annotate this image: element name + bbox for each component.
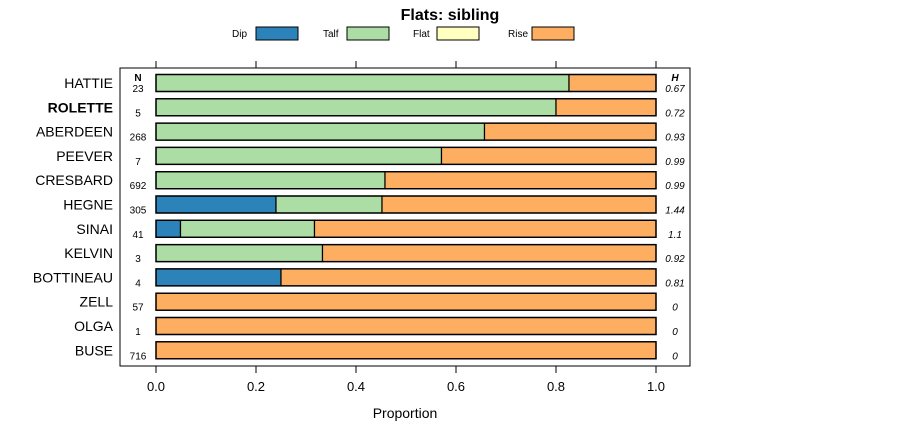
- bar-buse-rise: [155, 341, 657, 360]
- row-label-rolette: ROLETTE: [48, 99, 113, 115]
- n-value-bottineau: 4: [135, 278, 141, 289]
- bar-hegne-talf: [275, 195, 383, 214]
- x-tick-label-0: 0.0: [147, 379, 165, 394]
- row-label-kelvin: KELVIN: [64, 245, 113, 261]
- n-value-buse: 716: [130, 351, 147, 362]
- legend-swatch-rise: [531, 26, 575, 41]
- x-axis-label: Proportion: [373, 405, 438, 421]
- bar-outline-hattie: [155, 73, 657, 93]
- row-label-buse: BUSE: [75, 342, 113, 358]
- bar-cresbard-rise: [384, 171, 657, 190]
- x-tick-label-4: 0.8: [547, 379, 565, 394]
- legend-swatch-dip: [255, 26, 299, 41]
- bars: [155, 73, 657, 360]
- x-tick-label-2: 0.4: [347, 379, 365, 394]
- h-value-zell: 0: [672, 303, 678, 314]
- legend-swatch-talf: [346, 26, 390, 41]
- h-value-aberdeen: 0.93: [665, 133, 685, 144]
- bar-hattie-talf: [155, 73, 570, 93]
- x-tick-label-1: 0.2: [247, 379, 265, 394]
- bar-peever-rise: [440, 146, 657, 165]
- legend-label-rise: Rise: [508, 29, 528, 40]
- h-value-rolette: 0.72: [665, 108, 685, 119]
- legend-swatch-flat: [436, 26, 480, 41]
- row-label-bottineau: BOTTINEAU: [33, 269, 113, 285]
- bar-outline-rolette: [155, 98, 657, 117]
- bar-cresbard-talf: [155, 171, 386, 190]
- n-value-peever: 7: [135, 157, 141, 168]
- n-value-cresbard: 692: [130, 181, 147, 192]
- legend-label-flat: Flat: [413, 29, 430, 40]
- bar-sinai-rise: [313, 219, 657, 238]
- bar-bottineau-dip: [155, 268, 282, 287]
- bar-rolette-talf: [155, 98, 557, 117]
- bar-hegne-dip: [155, 195, 277, 214]
- bar-hegne-rise: [381, 195, 657, 214]
- bar-aberdeen-rise: [483, 122, 657, 141]
- bar-zell-rise: [155, 292, 657, 311]
- row-labels: HATTIE 23 0.67 ROLETTE 5 0.72 ABERDEEN 268 0.93 P…: [33, 75, 685, 362]
- h-value-cresbard: 0.99: [665, 181, 685, 192]
- bar-aberdeen-talf: [155, 122, 486, 141]
- h-value-buse: 0: [672, 351, 678, 362]
- h-value-sinai: 1.1: [668, 230, 682, 241]
- row-label-aberdeen: ABERDEEN: [36, 124, 113, 140]
- bar-peever-talf: [155, 146, 443, 165]
- bar-outline-sinai: [155, 219, 657, 239]
- bar-outline-cresbard: [155, 170, 657, 190]
- bar-bottineau-rise: [280, 268, 657, 287]
- n-value-kelvin: 3: [135, 254, 141, 265]
- x-tick-label-5: 1.0: [647, 379, 665, 394]
- h-value-olga: 0: [672, 327, 678, 338]
- bar-outline-zell: [155, 292, 657, 311]
- bar-kelvin-talf: [155, 244, 324, 263]
- chart-title: Flats: sibling: [401, 7, 500, 24]
- bar-outline-hegne: [155, 195, 657, 214]
- h-value-hattie: 0.67: [665, 84, 685, 95]
- axes: 0.0 0.2 0.4 0.6 0.8 1.0: [147, 61, 665, 394]
- bar-hattie-rise: [568, 73, 657, 93]
- plot-frame: [119, 67, 691, 367]
- row-label-cresbard: CRESBARD: [35, 172, 113, 188]
- row-label-zell: ZELL: [80, 294, 114, 310]
- bar-outline-olga: [155, 316, 657, 336]
- row-label-sinai: SINAI: [76, 221, 113, 237]
- n-value-olga: 1: [135, 327, 141, 338]
- legend: Dip Talf Flat Rise: [232, 26, 575, 41]
- legend-label-dip: Dip: [232, 29, 247, 40]
- bar-rolette-rise: [555, 98, 657, 117]
- n-value-rolette: 5: [135, 108, 141, 119]
- n-value-aberdeen: 268: [130, 133, 147, 144]
- bar-kelvin-rise: [321, 244, 657, 263]
- bar-olga-rise: [155, 316, 657, 336]
- n-value-zell: 57: [132, 303, 144, 314]
- bar-sinai-talf: [179, 219, 316, 238]
- row-label-hattie: HATTIE: [64, 75, 113, 91]
- h-value-kelvin: 0.92: [665, 254, 685, 265]
- dendrogram: [712, 83, 794, 326]
- h-header: H: [671, 73, 679, 84]
- n-value-hegne: 305: [130, 206, 147, 217]
- row-label-olga: OLGA: [74, 318, 114, 334]
- h-value-peever: 0.99: [665, 157, 685, 168]
- bar-outline-peever: [155, 146, 657, 166]
- n-value-sinai: 41: [132, 230, 144, 241]
- row-label-peever: PEEVER: [56, 148, 113, 164]
- n-value-hattie: 23: [132, 84, 144, 95]
- bar-outline-kelvin: [155, 243, 657, 263]
- bar-outline-aberdeen: [155, 122, 657, 141]
- bar-outline-buse: [155, 341, 657, 360]
- bar-outline-bottineau: [155, 268, 657, 287]
- h-value-hegne: 1.44: [665, 206, 685, 217]
- x-tick-label-3: 0.6: [447, 379, 465, 394]
- h-value-bottineau: 0.81: [665, 278, 684, 289]
- n-header: N: [134, 73, 141, 84]
- legend-label-talf: Talf: [323, 29, 339, 40]
- row-label-hegne: HEGNE: [63, 197, 113, 213]
- bar-sinai-dip: [155, 219, 182, 238]
